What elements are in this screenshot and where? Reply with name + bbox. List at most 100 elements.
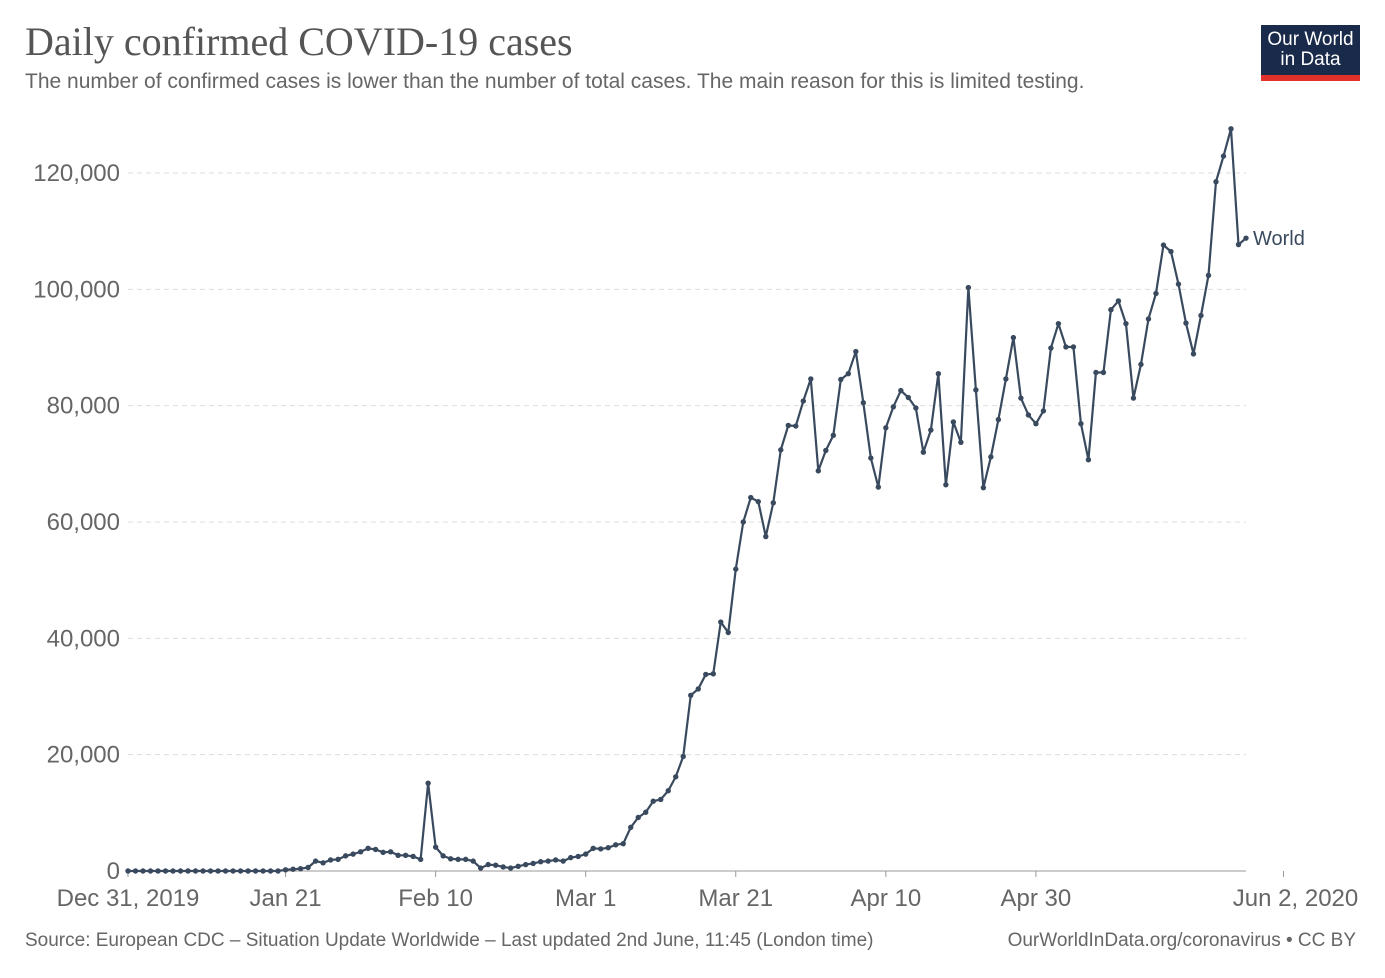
data-point: [1093, 369, 1099, 376]
data-point: [342, 853, 349, 859]
data-point: [200, 868, 206, 874]
data-point: [740, 519, 746, 525]
data-point: [725, 629, 731, 636]
data-point: [605, 845, 611, 851]
data-point: [170, 868, 176, 874]
data-point: [522, 861, 529, 868]
data-point: [1123, 320, 1129, 327]
owid-logo[interactable]: Our World in Data: [1261, 25, 1360, 81]
data-point: [1183, 320, 1189, 326]
data-point: [868, 455, 874, 461]
data-point: [598, 846, 604, 852]
data-point: [733, 566, 739, 572]
data-point: [222, 868, 229, 874]
data-point: [1190, 351, 1197, 357]
data-point: [710, 671, 716, 677]
data-point: [1078, 420, 1084, 427]
footer-link[interactable]: OurWorldInData.org/coronavirus • CC BY: [1007, 930, 1356, 951]
data-point: [845, 370, 852, 377]
data-point: [447, 856, 454, 862]
data-point: [470, 858, 476, 864]
series-layer: World: [125, 126, 1305, 874]
data-point: [155, 868, 161, 874]
data-point: [500, 864, 506, 870]
data-point: [1010, 334, 1017, 341]
data-point: [492, 862, 499, 868]
data-point: [815, 468, 822, 474]
data-point: [140, 868, 146, 874]
data-point: [1205, 272, 1212, 279]
data-point: [312, 858, 319, 864]
data-point: [455, 856, 461, 863]
data-point: [785, 422, 791, 429]
data-point: [650, 798, 656, 804]
data-point: [417, 856, 424, 863]
data-point: [1175, 281, 1182, 287]
y-tick-label: 80,000: [47, 393, 120, 420]
data-point: [1003, 376, 1009, 382]
data-point: [1025, 412, 1032, 418]
data-point: [507, 865, 514, 871]
y-tick-label: 0: [107, 858, 120, 885]
data-point: [147, 868, 154, 874]
series-label-world: World: [1253, 228, 1305, 250]
data-point: [237, 868, 244, 874]
data-point: [590, 845, 596, 852]
data-point: [748, 494, 754, 501]
data-point: [252, 868, 259, 874]
data-point: [567, 854, 574, 861]
data-point: [613, 842, 619, 848]
data-point: [230, 868, 236, 874]
y-tick-label: 60,000: [47, 509, 120, 536]
data-point: [432, 844, 439, 850]
y-axis: 0 20,000 40,000 60,000 80,000 100,000 120,000: [33, 160, 120, 885]
data-point: [703, 671, 709, 678]
y-tick-label: 100,000: [33, 276, 120, 303]
logo-line-1: Our World: [1267, 29, 1354, 50]
data-point: [132, 868, 139, 874]
x-tick-label: Feb 10: [398, 885, 473, 912]
data-point: [462, 856, 469, 863]
data-point: [290, 866, 296, 872]
logo-line-2: in Data: [1280, 49, 1341, 70]
data-point: [853, 348, 859, 355]
data-point: [350, 851, 356, 857]
data-point: [485, 861, 491, 868]
x-axis: Dec 31, 2019 Jan 21 Feb 10 Mar 1 Mar 21 Apr 1…: [57, 870, 1358, 912]
series-line-world: [128, 127, 1247, 873]
data-point: [628, 824, 634, 831]
data-point: [920, 449, 927, 455]
y-tick-label: 120,000: [33, 160, 120, 187]
data-point: [793, 423, 799, 429]
data-point: [440, 853, 446, 859]
data-point: [1145, 316, 1152, 322]
data-point: [755, 498, 761, 505]
data-point: [643, 809, 649, 815]
data-point: [1235, 241, 1242, 248]
data-point: [1138, 361, 1144, 368]
data-point: [583, 851, 589, 857]
data-point: [935, 370, 942, 377]
data-point: [245, 868, 251, 874]
data-point: [620, 840, 626, 847]
data-point: [282, 867, 289, 873]
data-point: [1220, 153, 1227, 159]
data-point: [913, 405, 919, 411]
data-point: [988, 454, 994, 460]
data-point: [950, 419, 957, 425]
data-point: [718, 619, 724, 625]
data-point: [1213, 179, 1219, 185]
data-point: [1168, 248, 1174, 255]
data-point: [297, 865, 304, 872]
data-point: [673, 774, 679, 780]
source-note: Source: European CDC – Situation Update …: [25, 930, 874, 951]
y-tick-label: 20,000: [47, 742, 120, 769]
data-point: [1100, 369, 1107, 376]
data-point: [162, 868, 169, 874]
data-point: [1055, 320, 1062, 327]
data-point: [320, 860, 326, 866]
data-point: [635, 814, 641, 821]
x-tick-label: Mar 1: [555, 885, 616, 912]
data-point: [778, 447, 784, 453]
